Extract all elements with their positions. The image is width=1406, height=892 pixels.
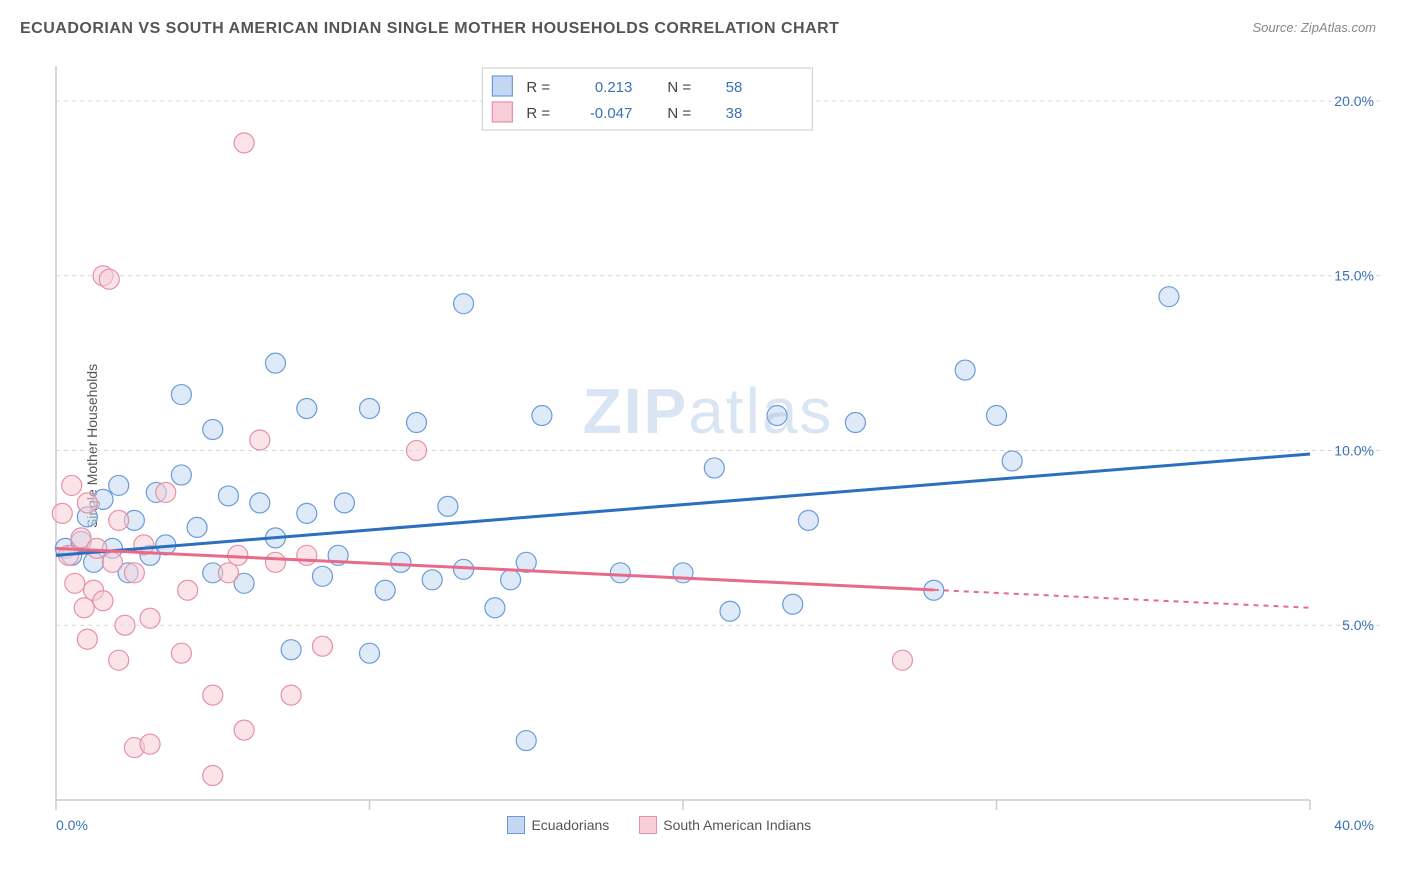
data-point — [422, 570, 442, 590]
y-tick-label: 20.0% — [1334, 93, 1374, 109]
data-point — [102, 552, 122, 572]
data-point — [312, 636, 332, 656]
data-point — [265, 552, 285, 572]
data-point — [203, 420, 223, 440]
trend-line — [56, 454, 1310, 555]
data-point — [74, 598, 94, 618]
data-point — [124, 563, 144, 583]
stats-r-label: R = — [526, 79, 550, 96]
data-point — [156, 482, 176, 502]
trend-line-extrapolated — [934, 590, 1310, 608]
stats-n-label: N = — [667, 105, 691, 122]
data-point — [65, 573, 85, 593]
data-point — [375, 580, 395, 600]
data-point — [99, 269, 119, 289]
data-point — [52, 503, 72, 523]
data-point — [516, 731, 536, 751]
stats-swatch — [492, 102, 512, 122]
data-point — [218, 486, 238, 506]
data-point — [798, 510, 818, 530]
stats-n-value: 58 — [726, 79, 743, 96]
x-tick-label: 40.0% — [1334, 817, 1374, 833]
data-point — [297, 399, 317, 419]
data-point — [234, 720, 254, 740]
stats-n-value: 38 — [726, 105, 743, 122]
stats-r-value: 0.213 — [595, 79, 633, 96]
chart-title: ECUADORIAN VS SOUTH AMERICAN INDIAN SING… — [20, 20, 839, 38]
data-point — [87, 538, 107, 558]
data-point — [203, 766, 223, 786]
data-point — [218, 563, 238, 583]
legend-swatch — [639, 816, 657, 834]
stats-r-label: R = — [526, 105, 550, 122]
legend-swatch — [507, 816, 525, 834]
data-point — [140, 734, 160, 754]
data-point — [109, 475, 129, 495]
data-point — [171, 385, 191, 405]
data-point — [407, 413, 427, 433]
data-point — [250, 430, 270, 450]
data-point — [234, 133, 254, 153]
data-point — [281, 685, 301, 705]
data-point — [171, 643, 191, 663]
y-tick-label: 5.0% — [1342, 617, 1374, 633]
x-tick-label: 0.0% — [56, 817, 88, 833]
y-tick-label: 15.0% — [1334, 268, 1374, 284]
stats-swatch — [492, 76, 512, 96]
series-legend: Ecuadorians South American Indians — [507, 816, 811, 834]
data-point — [955, 360, 975, 380]
y-tick-label: 10.0% — [1334, 442, 1374, 458]
stats-n-label: N = — [667, 79, 691, 96]
data-point — [115, 615, 135, 635]
data-point — [532, 406, 552, 426]
data-point — [312, 566, 332, 586]
legend-label: South American Indians — [663, 817, 811, 833]
data-point — [77, 629, 97, 649]
data-point — [391, 552, 411, 572]
data-point — [892, 650, 912, 670]
data-point — [297, 503, 317, 523]
data-point — [360, 399, 380, 419]
stats-r-value: -0.047 — [590, 105, 633, 122]
data-point — [187, 517, 207, 537]
data-point — [297, 545, 317, 565]
source-attribution: Source: ZipAtlas.com — [1252, 20, 1376, 35]
data-point — [454, 294, 474, 314]
data-point — [265, 353, 285, 373]
data-point — [438, 496, 458, 516]
data-point — [1002, 451, 1022, 471]
data-point — [203, 685, 223, 705]
data-point — [109, 650, 129, 670]
data-point — [77, 493, 97, 513]
data-point — [485, 598, 505, 618]
legend-item: Ecuadorians — [507, 816, 609, 834]
data-point — [1159, 287, 1179, 307]
data-point — [704, 458, 724, 478]
data-point — [845, 413, 865, 433]
data-point — [140, 608, 160, 628]
data-point — [109, 510, 129, 530]
data-point — [171, 465, 191, 485]
data-point — [178, 580, 198, 600]
data-point — [93, 591, 113, 611]
data-point — [62, 475, 82, 495]
data-point — [501, 570, 521, 590]
data-point — [610, 563, 630, 583]
data-point — [987, 406, 1007, 426]
data-point — [250, 493, 270, 513]
data-point — [407, 440, 427, 460]
data-point — [767, 406, 787, 426]
scatter-plot: 5.0% 10.0% 15.0% 20.0% 0.0% 40.0% R = 0.213 N = 5… — [50, 60, 1380, 840]
legend-label: Ecuadorians — [531, 817, 609, 833]
data-point — [281, 640, 301, 660]
data-point — [334, 493, 354, 513]
legend-item: South American Indians — [639, 816, 811, 834]
data-point — [720, 601, 740, 621]
data-point — [783, 594, 803, 614]
data-point — [360, 643, 380, 663]
